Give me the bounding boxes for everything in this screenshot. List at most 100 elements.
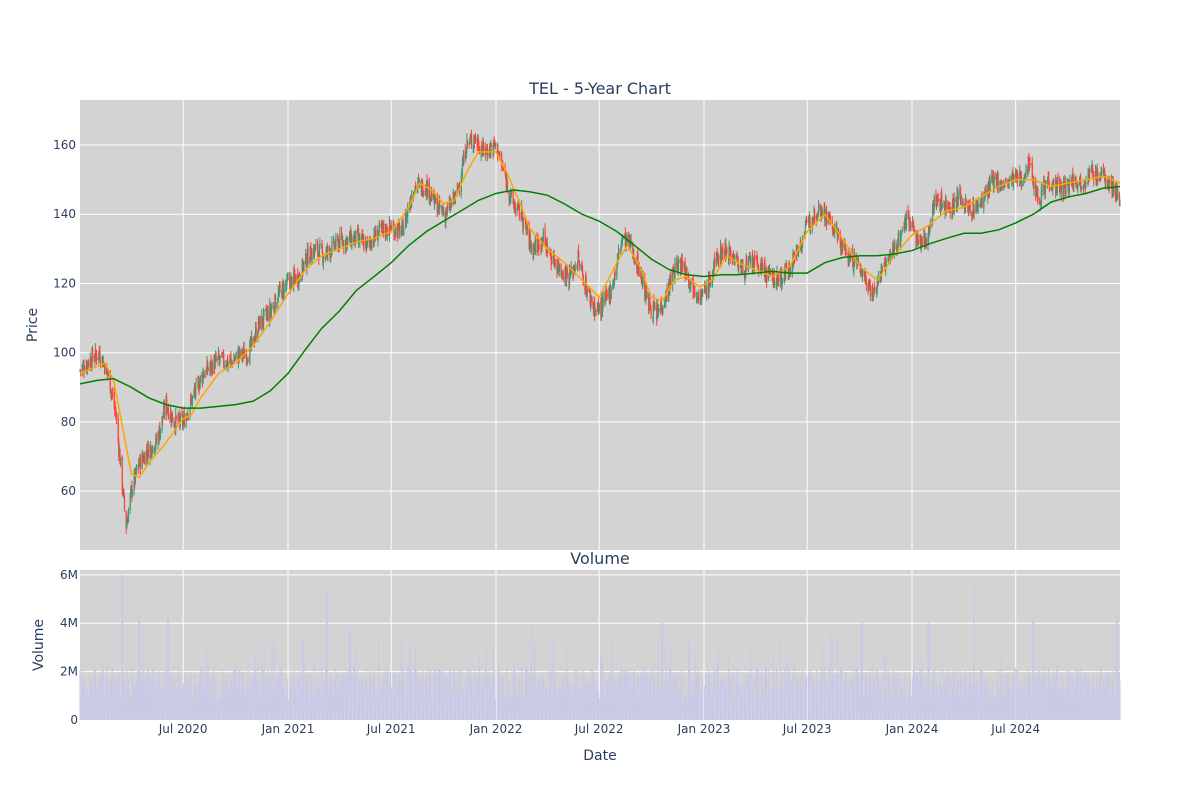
candle-up: [993, 176, 995, 191]
volume-bar: [429, 670, 431, 720]
volume-bar: [803, 689, 805, 720]
volume-bar: [552, 670, 554, 720]
volume-bar: [644, 673, 646, 720]
volume-bar: [989, 698, 991, 720]
volume-bar: [929, 692, 931, 720]
volume-bar: [1087, 674, 1089, 720]
volume-bar: [561, 698, 563, 720]
volume-bar: [753, 700, 755, 720]
candle-down: [560, 263, 562, 273]
candle-down: [844, 244, 847, 251]
candle-up: [706, 280, 708, 297]
volume-bar: [855, 667, 857, 720]
volume-bar: [750, 649, 752, 720]
volume-bar: [948, 672, 950, 720]
volume-bar: [110, 681, 112, 720]
volume-bar: [873, 674, 875, 720]
volume-y-tick-label: 4M: [60, 616, 78, 630]
volume-bar: [506, 666, 508, 720]
candle-up: [359, 237, 361, 242]
volume-bar: [600, 652, 602, 720]
volume-bar: [720, 684, 722, 720]
volume-bar: [1043, 692, 1045, 720]
volume-bar: [211, 681, 213, 720]
volume-bar: [1105, 672, 1107, 720]
volume-bar: [379, 693, 381, 720]
candle-down: [649, 297, 651, 309]
candle-up: [1083, 186, 1085, 188]
volume-bar: [637, 675, 639, 720]
volume-bar: [900, 683, 902, 720]
candle-up: [710, 281, 712, 285]
candle-up: [822, 210, 824, 215]
date-x-tick-labels: Jul 2020 Jan 2021 Jul 2021 Jan 2022 Jul 2022…: [158, 722, 1040, 736]
volume-bar: [293, 670, 295, 720]
volume-bar: [605, 681, 607, 720]
volume-bar: [369, 685, 371, 720]
volume-bar: [254, 655, 256, 720]
volume-bar: [947, 669, 949, 720]
volume-bar: [119, 692, 121, 720]
date-x-tick-label: Jul 2024: [990, 722, 1040, 736]
candle-up: [784, 266, 787, 281]
candle-down: [470, 136, 473, 146]
volume-bar: [1000, 673, 1002, 720]
volume-bar: [367, 685, 369, 720]
volume-bar: [387, 669, 389, 720]
volume-bar: [936, 683, 938, 720]
volume-bar: [314, 695, 316, 720]
candle-up: [980, 204, 982, 206]
volume-bar: [709, 676, 711, 720]
candle-down: [389, 219, 391, 229]
volume-bar: [777, 697, 779, 720]
candle-down: [307, 248, 309, 264]
volume-bar: [592, 678, 594, 720]
candle-up: [901, 230, 904, 232]
candle-down: [925, 238, 927, 246]
volume-bar: [334, 695, 336, 720]
volume-bar: [829, 696, 831, 720]
candle-down: [387, 233, 389, 236]
volume-bar: [117, 683, 119, 720]
volume-bar: [680, 696, 682, 720]
volume-bar: [329, 696, 331, 720]
volume-bar: [586, 698, 588, 720]
candle-up: [406, 213, 408, 224]
candle-down: [231, 361, 233, 366]
volume-bar: [668, 682, 670, 720]
candle-down: [439, 200, 441, 209]
volume-bar: [1104, 694, 1106, 720]
volume-bar: [880, 676, 882, 720]
candle-down: [207, 363, 209, 371]
candle-up: [131, 491, 134, 497]
volume-bar: [979, 685, 981, 720]
volume-bar: [696, 679, 698, 720]
candle-up: [1119, 204, 1121, 206]
volume-bar: [202, 680, 204, 720]
candle-down: [310, 247, 312, 259]
volume-bar: [477, 697, 479, 720]
candle-up: [189, 407, 191, 417]
candle-up: [677, 261, 680, 272]
volume-bar: [247, 684, 249, 720]
volume-bar: [908, 699, 910, 720]
candle-up: [339, 233, 341, 249]
volume-bar: [594, 681, 596, 720]
candle-down: [490, 145, 493, 147]
volume-bar: [1015, 667, 1017, 720]
volume-bar: [1108, 690, 1110, 720]
candle-up: [933, 196, 935, 209]
volume-bar: [186, 681, 188, 720]
volume-bar: [717, 645, 719, 720]
volume-bar: [385, 697, 387, 720]
volume-bar: [375, 694, 377, 720]
volume-bar: [820, 697, 822, 720]
candle-down: [937, 198, 939, 201]
price-axis-title: Price: [25, 308, 41, 342]
volume-bar: [1112, 680, 1114, 720]
volume-bar: [1067, 671, 1069, 720]
volume-bar: [520, 700, 522, 720]
volume-bar: [334, 678, 336, 720]
volume-bar: [145, 676, 147, 720]
